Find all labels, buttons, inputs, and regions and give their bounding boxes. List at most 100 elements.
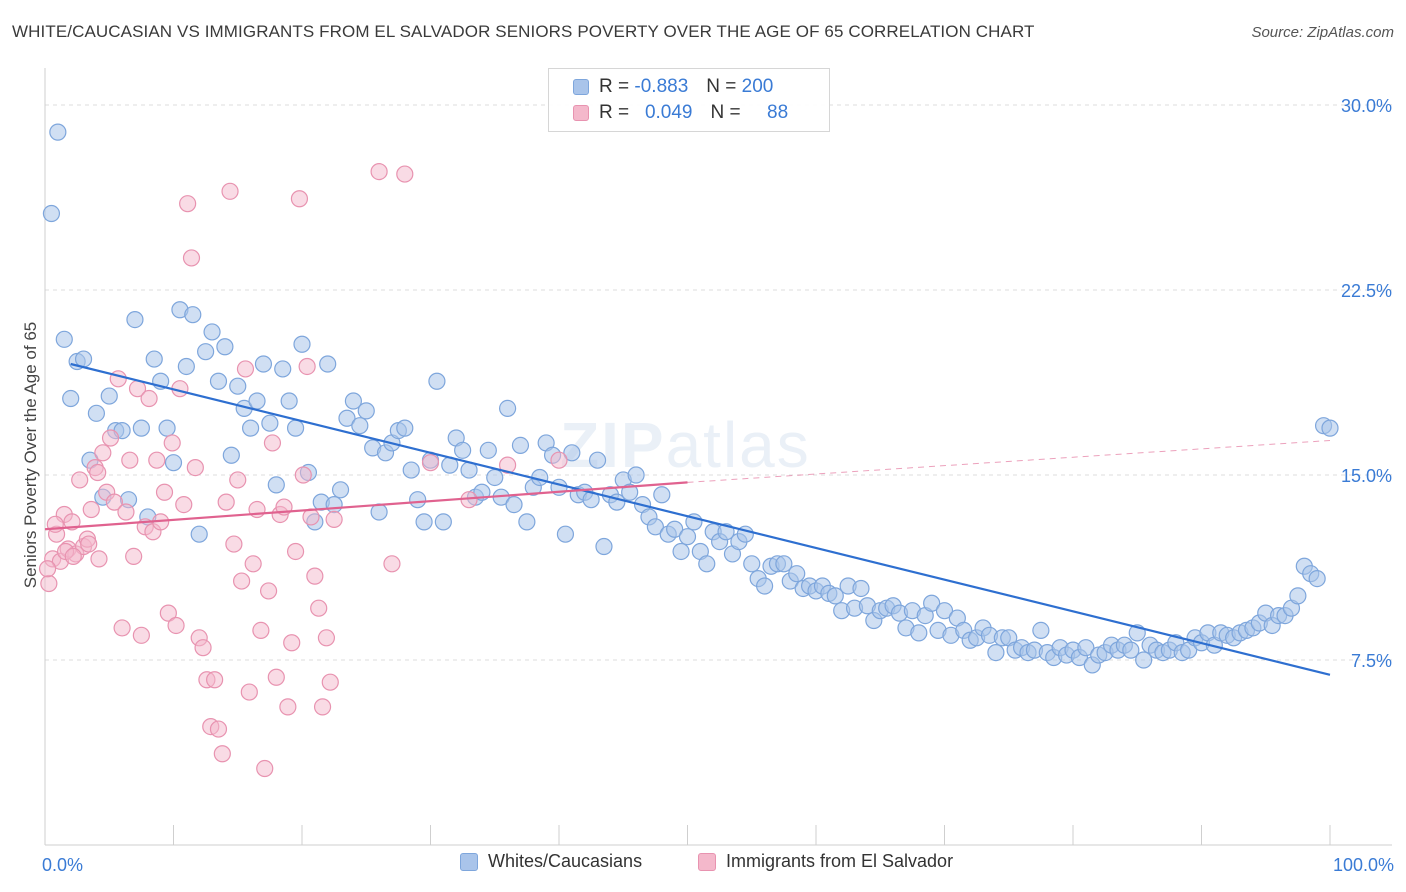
data-point-whites: [132, 419, 150, 437]
legend-n-label: N =: [710, 102, 741, 123]
data-point-salvador: [101, 429, 120, 447]
data-point-whites: [49, 123, 67, 141]
legend-row-salvador: R = 0.049 N = 88: [573, 100, 788, 126]
chart-title: WHITE/CAUCASIAN VS IMMIGRANTS FROM EL SA…: [12, 22, 1035, 41]
bottom-legend-salvador: Immigrants from El Salvador: [698, 851, 953, 872]
data-point-salvador: [175, 496, 193, 514]
data-point-whites: [357, 402, 375, 420]
data-point-salvador: [310, 599, 328, 617]
data-point-whites: [788, 565, 806, 583]
data-point-salvador: [240, 683, 258, 701]
data-point-whites: [505, 496, 523, 514]
data-point-salvador: [383, 555, 401, 573]
y-tick-label: 30.0%: [1341, 96, 1392, 116]
data-point-whites: [1289, 587, 1307, 605]
data-point-whites: [145, 350, 163, 368]
data-point-salvador: [209, 720, 228, 738]
legend-swatch-salvador: [573, 105, 589, 121]
data-point-whites: [184, 306, 202, 324]
data-point-salvador: [71, 471, 89, 489]
data-point-whites: [935, 602, 954, 620]
data-point-whites: [415, 513, 433, 531]
data-point-whites: [209, 372, 228, 390]
bottom-legend-whites: Whites/Caucasians: [460, 851, 642, 872]
data-point-whites: [672, 542, 690, 561]
data-point-salvador: [140, 389, 158, 408]
legend-r-label: R =: [599, 76, 630, 97]
data-point-whites: [434, 513, 452, 531]
bottom-legend-swatch-whites: [460, 852, 478, 871]
data-point-whites: [627, 466, 645, 484]
data-point-whites: [203, 323, 221, 341]
data-point-salvador: [117, 503, 135, 521]
data-point-whites: [100, 387, 118, 405]
data-point-salvador: [259, 582, 278, 600]
data-point-salvador: [109, 370, 127, 388]
data-point-salvador: [155, 483, 174, 501]
data-point-salvador: [163, 434, 181, 452]
data-point-whites: [826, 587, 844, 605]
data-point-salvador: [233, 572, 251, 590]
data-point-whites: [325, 496, 343, 514]
data-point-salvador: [550, 451, 568, 469]
data-point-whites: [910, 624, 928, 642]
data-point-whites: [338, 409, 356, 427]
data-point-salvador: [306, 567, 324, 585]
data-point-whites: [286, 419, 305, 437]
data-point-whites: [319, 355, 337, 373]
data-point-whites: [1321, 419, 1339, 437]
data-point-whites: [743, 555, 761, 573]
data-point-salvador: [38, 560, 57, 578]
legend-r-label: R =: [599, 102, 630, 123]
data-point-salvador: [159, 604, 177, 622]
data-point-whites: [595, 537, 613, 556]
x-tick-label-max: 100.0%: [1333, 855, 1394, 875]
data-point-whites: [518, 513, 536, 531]
data-point-whites: [126, 311, 144, 329]
legend-n-value: 88: [767, 102, 789, 123]
data-point-salvador: [148, 451, 166, 469]
data-point-salvador: [194, 639, 212, 657]
data-point-whites: [698, 555, 716, 573]
data-point-salvador: [294, 466, 312, 484]
data-point-whites: [511, 436, 530, 454]
data-point-salvador: [94, 444, 112, 462]
data-point-whites: [1135, 651, 1153, 669]
data-point-salvador: [279, 698, 297, 716]
data-point-salvador: [244, 555, 262, 573]
watermark: ZIPatlas: [560, 408, 811, 482]
data-point-whites: [409, 491, 427, 509]
data-point-salvador: [125, 547, 143, 566]
watermark-bold: ZIP: [560, 409, 666, 481]
data-point-whites: [242, 419, 260, 437]
data-point-whites: [158, 419, 176, 437]
data-point-whites: [222, 446, 240, 464]
data-point-whites: [280, 392, 298, 410]
correlation-legend: R = -0.883 N = 200 R = 0.049 N = 88: [548, 68, 830, 132]
source-label: Source: ZipAtlas.com: [1251, 24, 1394, 41]
data-point-salvador: [229, 471, 247, 489]
data-point-whites: [216, 338, 234, 356]
data-point-salvador: [263, 434, 282, 452]
data-point-salvador: [370, 163, 388, 181]
data-point-whites: [987, 643, 1005, 662]
data-point-salvador: [421, 454, 440, 472]
data-point-whites: [267, 476, 285, 494]
data-point-whites: [197, 343, 215, 361]
data-point-salvador: [63, 513, 81, 531]
data-point-salvador: [225, 535, 243, 553]
data-point-salvador: [82, 500, 100, 519]
data-point-whites: [1122, 641, 1140, 659]
legend-row-whites: R = -0.883 N = 200: [573, 74, 773, 100]
data-point-whites: [666, 520, 684, 538]
data-point-salvador: [89, 463, 107, 482]
data-point-whites: [261, 414, 279, 432]
data-point-whites: [344, 392, 362, 410]
data-point-whites: [62, 389, 80, 408]
data-point-salvador: [321, 673, 339, 691]
data-point-salvador: [325, 510, 343, 529]
y-tick-label: 15.0%: [1341, 466, 1392, 486]
data-point-whites: [479, 441, 497, 459]
y-tick-label: 7.5%: [1351, 651, 1392, 671]
